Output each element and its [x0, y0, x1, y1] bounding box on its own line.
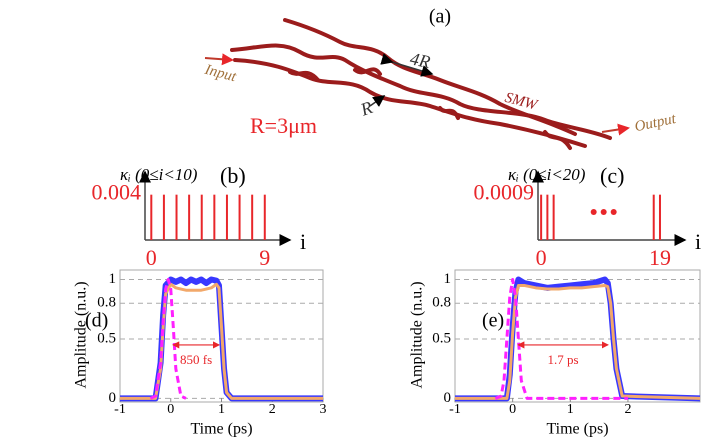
input-arrow	[204, 53, 234, 66]
plot-frame	[454, 269, 701, 403]
radius-label: R=3μm	[250, 113, 317, 138]
x-tick-label: 2	[269, 402, 276, 417]
ellipsis-dot	[600, 209, 607, 215]
panel-label: (b)	[220, 163, 246, 188]
4r-label: 4R	[408, 48, 432, 72]
input-label: Input	[202, 61, 238, 85]
x-axis-label: i	[695, 229, 701, 254]
y-tick-label: 1	[109, 271, 117, 287]
r-arrow	[369, 95, 386, 107]
y-tick-label: 0.004	[92, 180, 142, 205]
x-axis-label: Time (ps)	[546, 421, 608, 438]
data-line	[149, 278, 187, 400]
x-tick-label: 1	[218, 402, 225, 417]
y-axis-label: κᵢ (0≤i<10)	[120, 165, 198, 184]
x-tick-label: 0	[536, 245, 547, 270]
x-axis-label: i	[300, 229, 306, 254]
panel-label: (c)	[600, 163, 624, 188]
x-tick-label: 19	[649, 245, 671, 270]
annotation: 1.7 ps	[548, 352, 579, 367]
r-label: R	[357, 97, 375, 120]
data-line	[494, 278, 628, 400]
y-axis-label: κᵢ (0≤i<20)	[508, 165, 586, 184]
y-tick-label: 1	[444, 271, 452, 287]
x-tick-label: 0	[509, 402, 516, 417]
annotation: 850 fs	[180, 352, 212, 367]
output-arrow	[601, 123, 630, 136]
x-tick-label: 1	[567, 402, 574, 417]
data-line	[120, 282, 323, 400]
x-tick-label: 2	[624, 402, 631, 417]
x-tick-label: 9	[259, 245, 270, 270]
y-tick-label: 0.8	[97, 295, 116, 311]
y-axis-label: Amplitude (n.u.)	[73, 281, 90, 388]
y-tick-label: 0.8	[432, 295, 451, 311]
x-tick-label: -1	[114, 402, 126, 417]
x-tick-label: 3	[320, 402, 327, 417]
x-axis-label: Time (ps)	[190, 421, 252, 438]
data-line	[455, 283, 701, 400]
y-tick-label: 0	[444, 390, 452, 406]
ellipsis-dot	[590, 209, 597, 215]
panel-label: (a)	[429, 6, 451, 28]
y-tick-label: 0.0009	[474, 180, 535, 205]
panel-label: (d)	[85, 310, 108, 332]
4r-arrow	[380, 53, 434, 77]
panel-label: (e)	[482, 310, 504, 332]
ellipsis-dot	[610, 209, 617, 215]
y-tick-label: 0.5	[97, 330, 116, 346]
output-label: Output	[633, 111, 678, 135]
x-tick-label: 0	[146, 245, 157, 270]
x-tick-label: 0	[167, 402, 174, 417]
smw-label: SMW	[503, 90, 540, 114]
x-tick-label: -1	[449, 402, 461, 417]
y-axis-label: Amplitude (n.u.)	[409, 281, 426, 388]
y-tick-label: 0.5	[432, 330, 451, 346]
y-tick-label: 0	[109, 390, 117, 406]
